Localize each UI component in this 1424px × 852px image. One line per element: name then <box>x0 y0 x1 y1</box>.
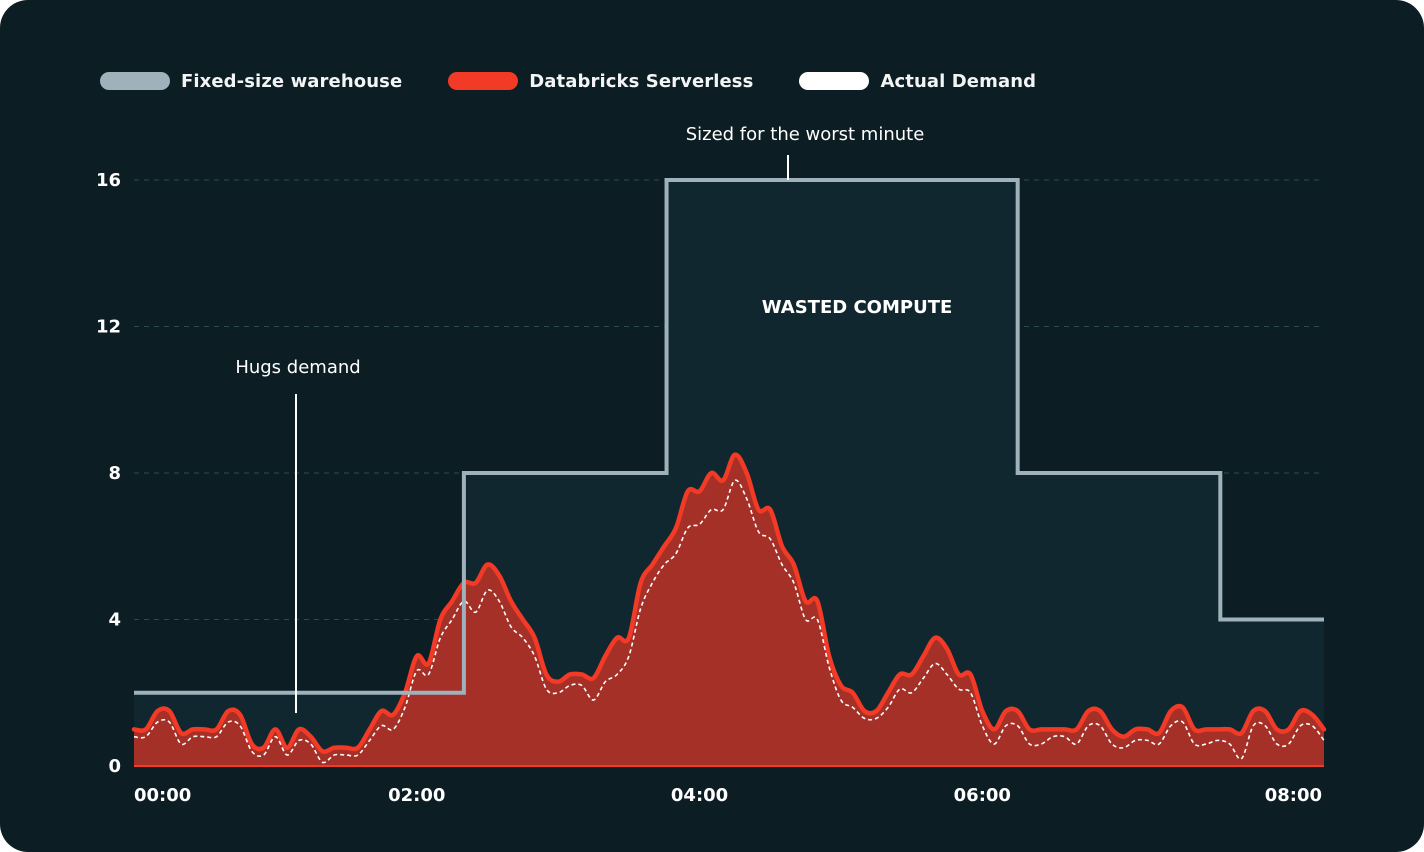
legend-label-serverless: Databricks Serverless <box>529 70 754 92</box>
legend-swatch-demand <box>799 72 870 90</box>
demand-dashed-line <box>133 479 1325 764</box>
y-tick-label: 4 <box>108 610 121 631</box>
legend: Fixed-size warehouse Databricks Serverle… <box>100 66 1082 96</box>
x-tick-label: 04:00 <box>671 785 728 806</box>
serverless-area <box>131 452 1327 767</box>
x-tick-label: 00:00 <box>134 785 191 806</box>
fixed-warehouse-line <box>134 178 1324 695</box>
legend-item-demand[interactable]: Actual Demand <box>799 71 1036 92</box>
x-tick-label: 08:00 <box>1265 785 1322 806</box>
x-tick-label: 06:00 <box>954 785 1011 806</box>
x-tick-label: 02:00 <box>388 785 445 806</box>
serverless-line <box>131 452 1327 754</box>
legend-swatch-fixed <box>100 72 170 90</box>
worst-minute-annotation: Sized for the worst minute <box>686 124 925 145</box>
demand-line <box>133 479 1325 764</box>
x-axis-ticks: 00:00 02:00 04:00 06:00 08:00 <box>134 785 1322 806</box>
legend-item-serverless[interactable]: Databricks Serverless <box>448 71 753 92</box>
y-tick-label: 16 <box>96 170 121 191</box>
legend-label-fixed: Fixed-size warehouse <box>181 70 403 92</box>
y-tick-label: 12 <box>96 317 121 338</box>
hugs-demand-annotation: Hugs demand <box>235 357 360 378</box>
fixed-warehouse-step-line <box>134 178 1324 695</box>
y-axis-ticks: 0 4 8 12 16 <box>96 170 121 777</box>
legend-item-fixed[interactable]: Fixed-size warehouse <box>100 71 402 92</box>
serverless-area-fill <box>134 454 1324 766</box>
legend-swatch-serverless <box>448 72 519 90</box>
wasted-compute-label: WASTED COMPUTE <box>762 297 953 318</box>
y-tick-label: 0 <box>108 756 121 777</box>
annotations: Sized for the worst minute WASTED COMPUT… <box>235 124 952 713</box>
y-tick-label: 8 <box>108 463 121 484</box>
legend-label-demand: Actual Demand <box>880 70 1037 92</box>
